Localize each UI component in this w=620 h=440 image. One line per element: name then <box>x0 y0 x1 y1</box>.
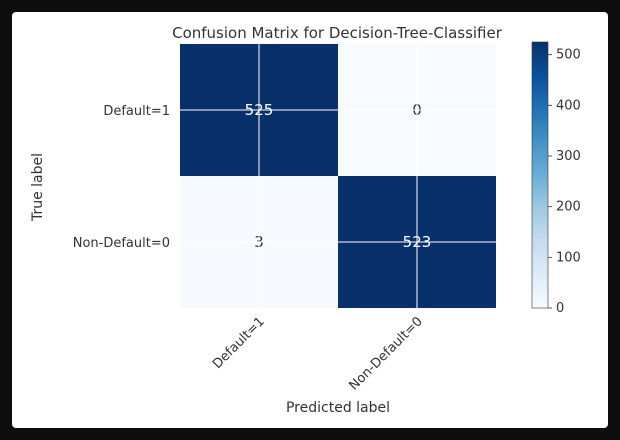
y-tick-labels: Default=1 Non-Default=0 <box>73 104 170 251</box>
y-tick-label: Default=1 <box>103 104 170 119</box>
x-tick-label: Default=1 <box>210 314 268 372</box>
colorbar-tick-label: 300 <box>556 149 581 164</box>
x-tick-label: Non-Default=0 <box>346 314 425 393</box>
matrix-cells: 52503523 <box>180 44 496 308</box>
chart-frame: Confusion Matrix for Decision-Tree-Class… <box>12 12 608 428</box>
colorbar: 0 100 200 300 400 500 <box>531 41 581 316</box>
y-tick-label: Non-Default=0 <box>73 236 170 251</box>
colorbar-ticks: 0 100 200 300 400 500 <box>548 48 581 316</box>
x-tick-labels: Default=1 Non-Default=0 <box>210 314 426 393</box>
x-axis-label: Predicted label <box>286 400 390 416</box>
colorbar-tick-label: 0 <box>556 301 564 316</box>
confusion-matrix-chart: Confusion Matrix for Decision-Tree-Class… <box>30 24 581 416</box>
colorbar-tick-label: 500 <box>556 48 581 63</box>
chart-title: Confusion Matrix for Decision-Tree-Class… <box>172 24 503 42</box>
grid-lines <box>180 44 496 308</box>
colorbar-tick-label: 200 <box>556 200 581 215</box>
y-axis-label: True label <box>30 153 46 222</box>
colorbar-gradient <box>531 41 549 309</box>
colorbar-tick-label: 100 <box>556 250 581 265</box>
colorbar-tick-label: 400 <box>556 98 581 113</box>
